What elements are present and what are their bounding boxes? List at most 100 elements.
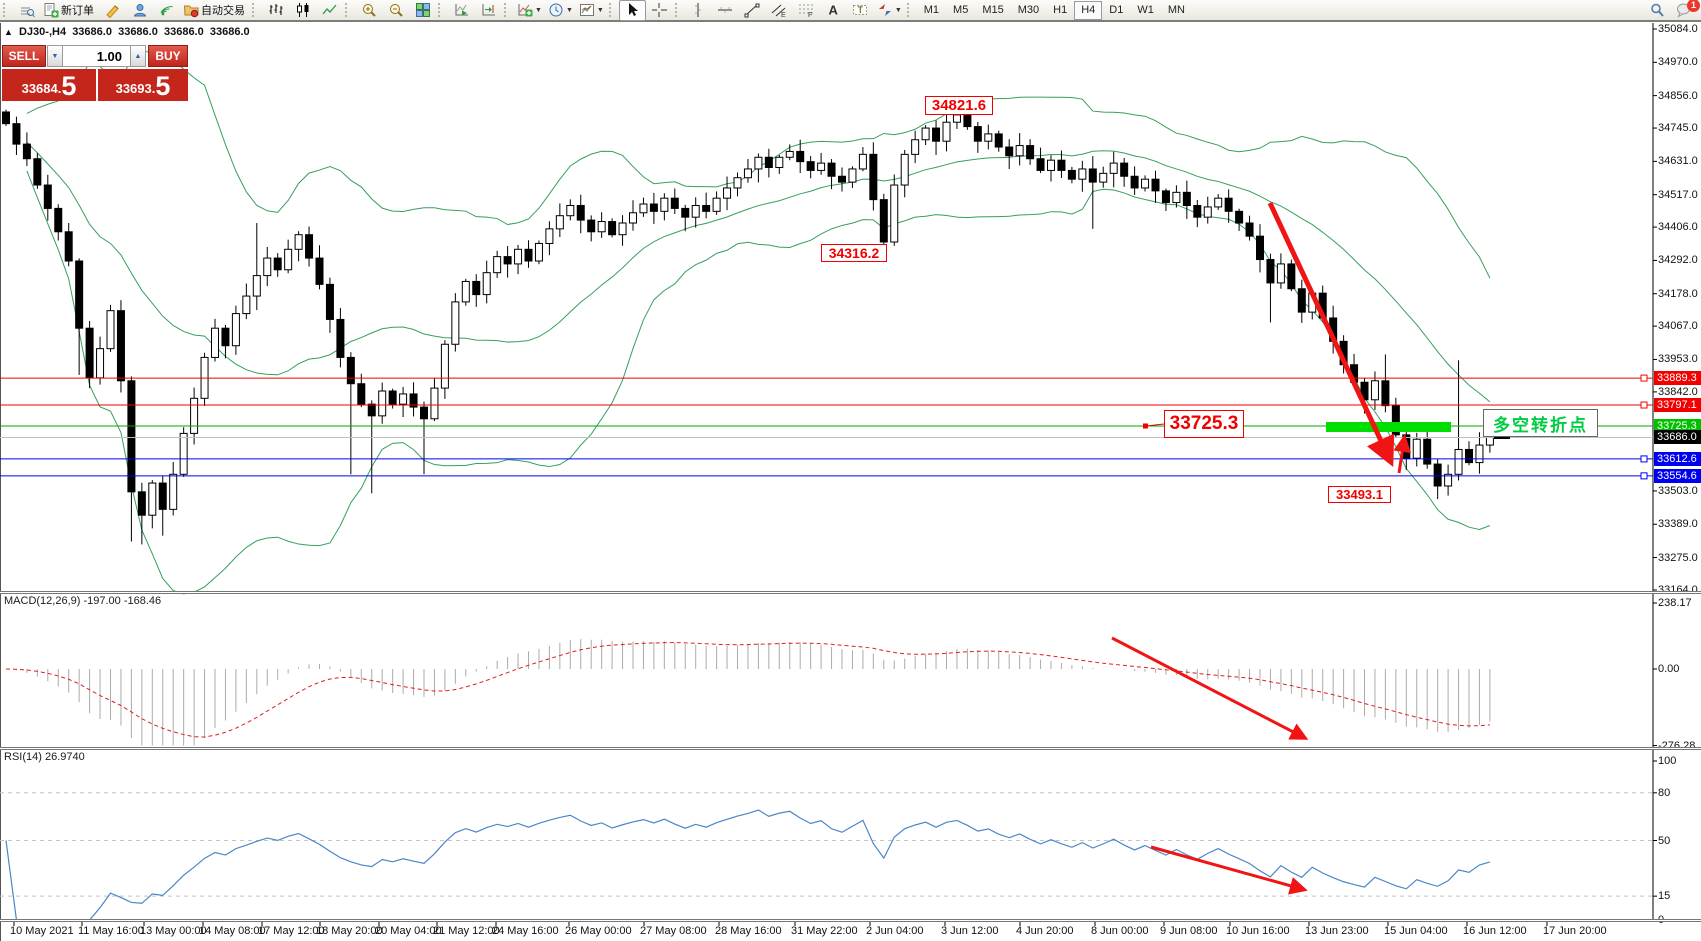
- tile-windows-button[interactable]: [409, 0, 436, 21]
- timeframe-m5-button[interactable]: M5: [953, 3, 969, 16]
- text-icon: A: [829, 3, 839, 18]
- market-watch-icon[interactable]: [13, 0, 40, 21]
- notifications-icon: [1676, 3, 1690, 18]
- rsi-axis-label: 15: [1658, 890, 1671, 903]
- chart-shift-button[interactable]: [475, 0, 502, 21]
- auto-scroll-button[interactable]: [448, 0, 475, 21]
- bar-chart-button[interactable]: [262, 0, 289, 21]
- community-icon[interactable]: [126, 0, 153, 21]
- bid-price[interactable]: 33684. 5: [2, 69, 96, 101]
- zoom-out-button[interactable]: [382, 0, 409, 21]
- new-chart-button[interactable]: ▼: [514, 0, 545, 21]
- community-icon: [133, 4, 146, 17]
- quote-open: 33686.0: [72, 26, 112, 38]
- vertical-line-button[interactable]: [685, 0, 712, 21]
- text-button[interactable]: A: [820, 0, 847, 21]
- price-axis-label: 34745.0: [1658, 122, 1698, 135]
- toolbar-grip: [345, 3, 351, 17]
- zoom-in-icon: [362, 4, 376, 17]
- macd-indicator-label: MACD(12,26,9) -197.00 -168.46: [4, 595, 162, 607]
- channel-button[interactable]: E: [766, 0, 793, 21]
- timeframe-d1-button[interactable]: D1: [1109, 3, 1124, 16]
- signals-icon[interactable]: [153, 0, 180, 21]
- volume-decrease-button[interactable]: ▼: [47, 45, 63, 67]
- templates-button[interactable]: ▼: [576, 0, 607, 21]
- note-turning-point[interactable]: 多空转折点: [1483, 409, 1598, 437]
- crosshair-button[interactable]: [646, 0, 673, 21]
- price-badge-33686.0: 33686.0: [1654, 430, 1701, 445]
- quote-close: 33686.0: [209, 26, 250, 38]
- horizontal-line-icon: [718, 7, 733, 13]
- timeframe-m15-button[interactable]: M15: [982, 3, 1004, 16]
- trendline-button[interactable]: [739, 0, 766, 21]
- price-flag-34821.6[interactable]: 34821.6: [925, 96, 993, 115]
- volume-increase-button[interactable]: ▲: [130, 45, 146, 67]
- timeframe-w1-button[interactable]: W1: [1137, 3, 1154, 16]
- dropdown-caret-icon[interactable]: ▼: [565, 6, 573, 14]
- cursor-button[interactable]: [618, 0, 646, 21]
- price-axis-label: 33503.0: [1658, 484, 1698, 497]
- zoom-in-button[interactable]: [355, 0, 382, 21]
- text-label-button[interactable]: T: [847, 0, 874, 21]
- price-axis-label: 34406.0: [1658, 221, 1698, 234]
- trendline-icon: [744, 3, 760, 18]
- search-button[interactable]: [1643, 0, 1670, 21]
- zoom-out-icon: [389, 4, 403, 17]
- dropdown-caret-icon[interactable]: ▼: [535, 6, 542, 14]
- timeframe-h4-button[interactable]: H4: [1074, 0, 1103, 20]
- svg-text:A: A: [829, 3, 839, 18]
- dropdown-caret-icon[interactable]: ▼: [894, 6, 902, 14]
- toolbar-grip: [906, 3, 913, 17]
- timeframe-m30-button[interactable]: M30: [1017, 3, 1040, 16]
- autotrading-button[interactable]: 自动交易: [180, 0, 250, 21]
- price-badge-33612.6: 33612.6: [1654, 451, 1701, 466]
- time-axis-label: 8 Jun 00:00: [1091, 925, 1149, 937]
- timeframe-mn-button[interactable]: MN: [1167, 3, 1185, 16]
- line-chart-button[interactable]: [316, 0, 343, 21]
- candlestick-chart-icon: [296, 3, 308, 17]
- new-order-button[interactable]: 新订单: [40, 0, 99, 21]
- main-toolbar: 新订单 自动交易 ▼ ▼ ▼ E F A T ▼ M1 M5 M15 M30 H1 H4 D1 W1 MN 1: [0, 0, 1701, 22]
- trend-arrow-2[interactable]: [1393, 434, 1412, 474]
- price-flag-33725.3[interactable]: 33725.3: [1164, 410, 1244, 438]
- buy-button[interactable]: BUY: [148, 45, 188, 67]
- level-handle[interactable]: [1640, 374, 1648, 382]
- price-flag-34316.2[interactable]: 34316.2: [821, 244, 887, 262]
- fibonacci-icon: F: [799, 4, 814, 18]
- candlestick-chart-button[interactable]: [289, 0, 316, 21]
- trend-arrow-1[interactable]: [1267, 201, 1395, 468]
- highlight-zone-bar[interactable]: [1326, 422, 1451, 432]
- toolbar-grip: [252, 3, 258, 17]
- timeframe-h1-button[interactable]: H1: [1053, 3, 1068, 16]
- trend-arrow-4[interactable]: [1150, 845, 1308, 895]
- level-handle[interactable]: [1640, 472, 1648, 480]
- price-axis-label: 34631.0: [1658, 155, 1698, 168]
- macd-pane-splitter[interactable]: [0, 591, 1701, 594]
- price-axis-label: 33275.0: [1658, 551, 1698, 564]
- rsi-pane-splitter[interactable]: [0, 747, 1701, 750]
- arrows-button[interactable]: ▼: [874, 0, 905, 21]
- time-axis-label: 17 Jun 20:00: [1543, 925, 1607, 937]
- bid-main-digits: 33684.: [21, 81, 62, 96]
- level-handle[interactable]: [1640, 455, 1648, 463]
- level-handle[interactable]: [1640, 401, 1648, 409]
- time-axis-label: 26 May 00:00: [565, 925, 632, 937]
- notifications-button[interactable]: 1: [1670, 0, 1700, 21]
- symbol-trend-icon: ▲: [4, 27, 13, 37]
- timeframe-m1-button[interactable]: M1: [923, 3, 940, 16]
- styler-icon[interactable]: [99, 0, 126, 21]
- time-axis-label: 15 Jun 04:00: [1384, 925, 1448, 937]
- dropdown-caret-icon[interactable]: ▼: [596, 6, 604, 14]
- bar-chart-icon: [269, 4, 282, 15]
- horizontal-line-button[interactable]: [712, 0, 739, 21]
- sell-button[interactable]: SELL: [2, 45, 46, 67]
- volume-input[interactable]: [63, 45, 130, 67]
- trend-arrow-3[interactable]: [1111, 636, 1309, 740]
- ask-price[interactable]: 33693. 5: [98, 69, 188, 101]
- price-flag-33493.1[interactable]: 33493.1: [1328, 486, 1391, 503]
- time-axis-label: 18 May 20:00: [316, 925, 383, 937]
- price-axis-label: 33389.0: [1658, 518, 1698, 531]
- fibonacci-button[interactable]: F: [793, 0, 820, 21]
- periods-button[interactable]: ▼: [545, 0, 576, 21]
